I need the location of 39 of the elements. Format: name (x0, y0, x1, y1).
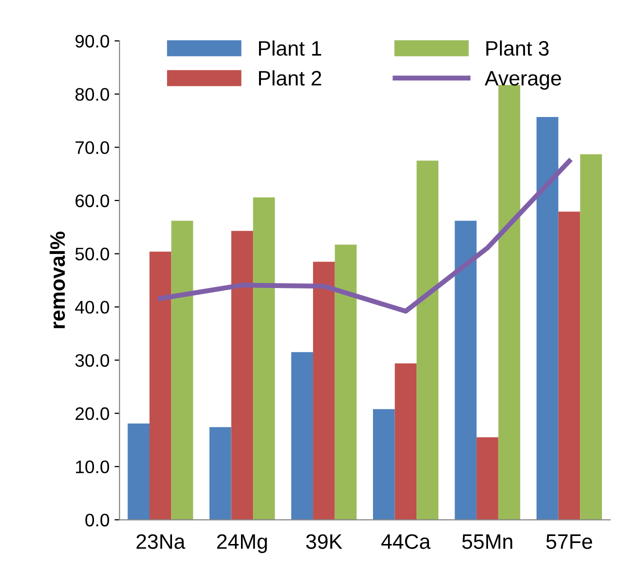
y-tick-label: 20.0 (76, 407, 110, 420)
y-tick-label: 80.0 (75, 88, 110, 101)
bar (536, 116, 558, 520)
bar (149, 252, 172, 520)
bar (291, 352, 314, 520)
bar (253, 197, 275, 520)
bar (313, 262, 335, 520)
bar (128, 423, 150, 520)
bar (394, 363, 417, 520)
y-tick-label: 30.0 (75, 354, 110, 367)
x-tick-label: 57Fe (546, 534, 592, 549)
bar (454, 220, 477, 520)
y-axis-title: removal% (50, 232, 65, 328)
bar (416, 160, 438, 520)
y-tick-label: 0.0 (85, 514, 110, 526)
legend-label: Plant 3 (486, 40, 549, 56)
x-tick-label: 44Ca (381, 534, 431, 549)
legend-label: Plant 2 (259, 70, 322, 86)
y-tick-label: 90.0 (75, 34, 110, 48)
bar (334, 244, 357, 520)
y-tick-label: 70.0 (76, 141, 110, 154)
bar (580, 154, 602, 520)
line-series (158, 158, 572, 314)
y-tick-label: 40.0 (75, 300, 110, 314)
bar (476, 437, 498, 520)
bar (372, 409, 395, 520)
y-tick-label: 50.0 (75, 248, 110, 260)
bar (231, 230, 254, 520)
bar (171, 220, 194, 520)
x-tick-label: 24Mg (217, 534, 267, 554)
y-tick-label: 60.0 (76, 194, 110, 208)
x-tick-label: 55Mn (462, 534, 512, 549)
bar (209, 427, 232, 520)
bar (558, 212, 580, 520)
legend-label: Plant 1 (259, 40, 322, 56)
y-tick-label: 10.0 (76, 460, 110, 474)
x-tick-label: 23Na (136, 534, 186, 549)
x-tick-label: 39K (306, 534, 342, 549)
legend-label: Average (484, 71, 561, 90)
